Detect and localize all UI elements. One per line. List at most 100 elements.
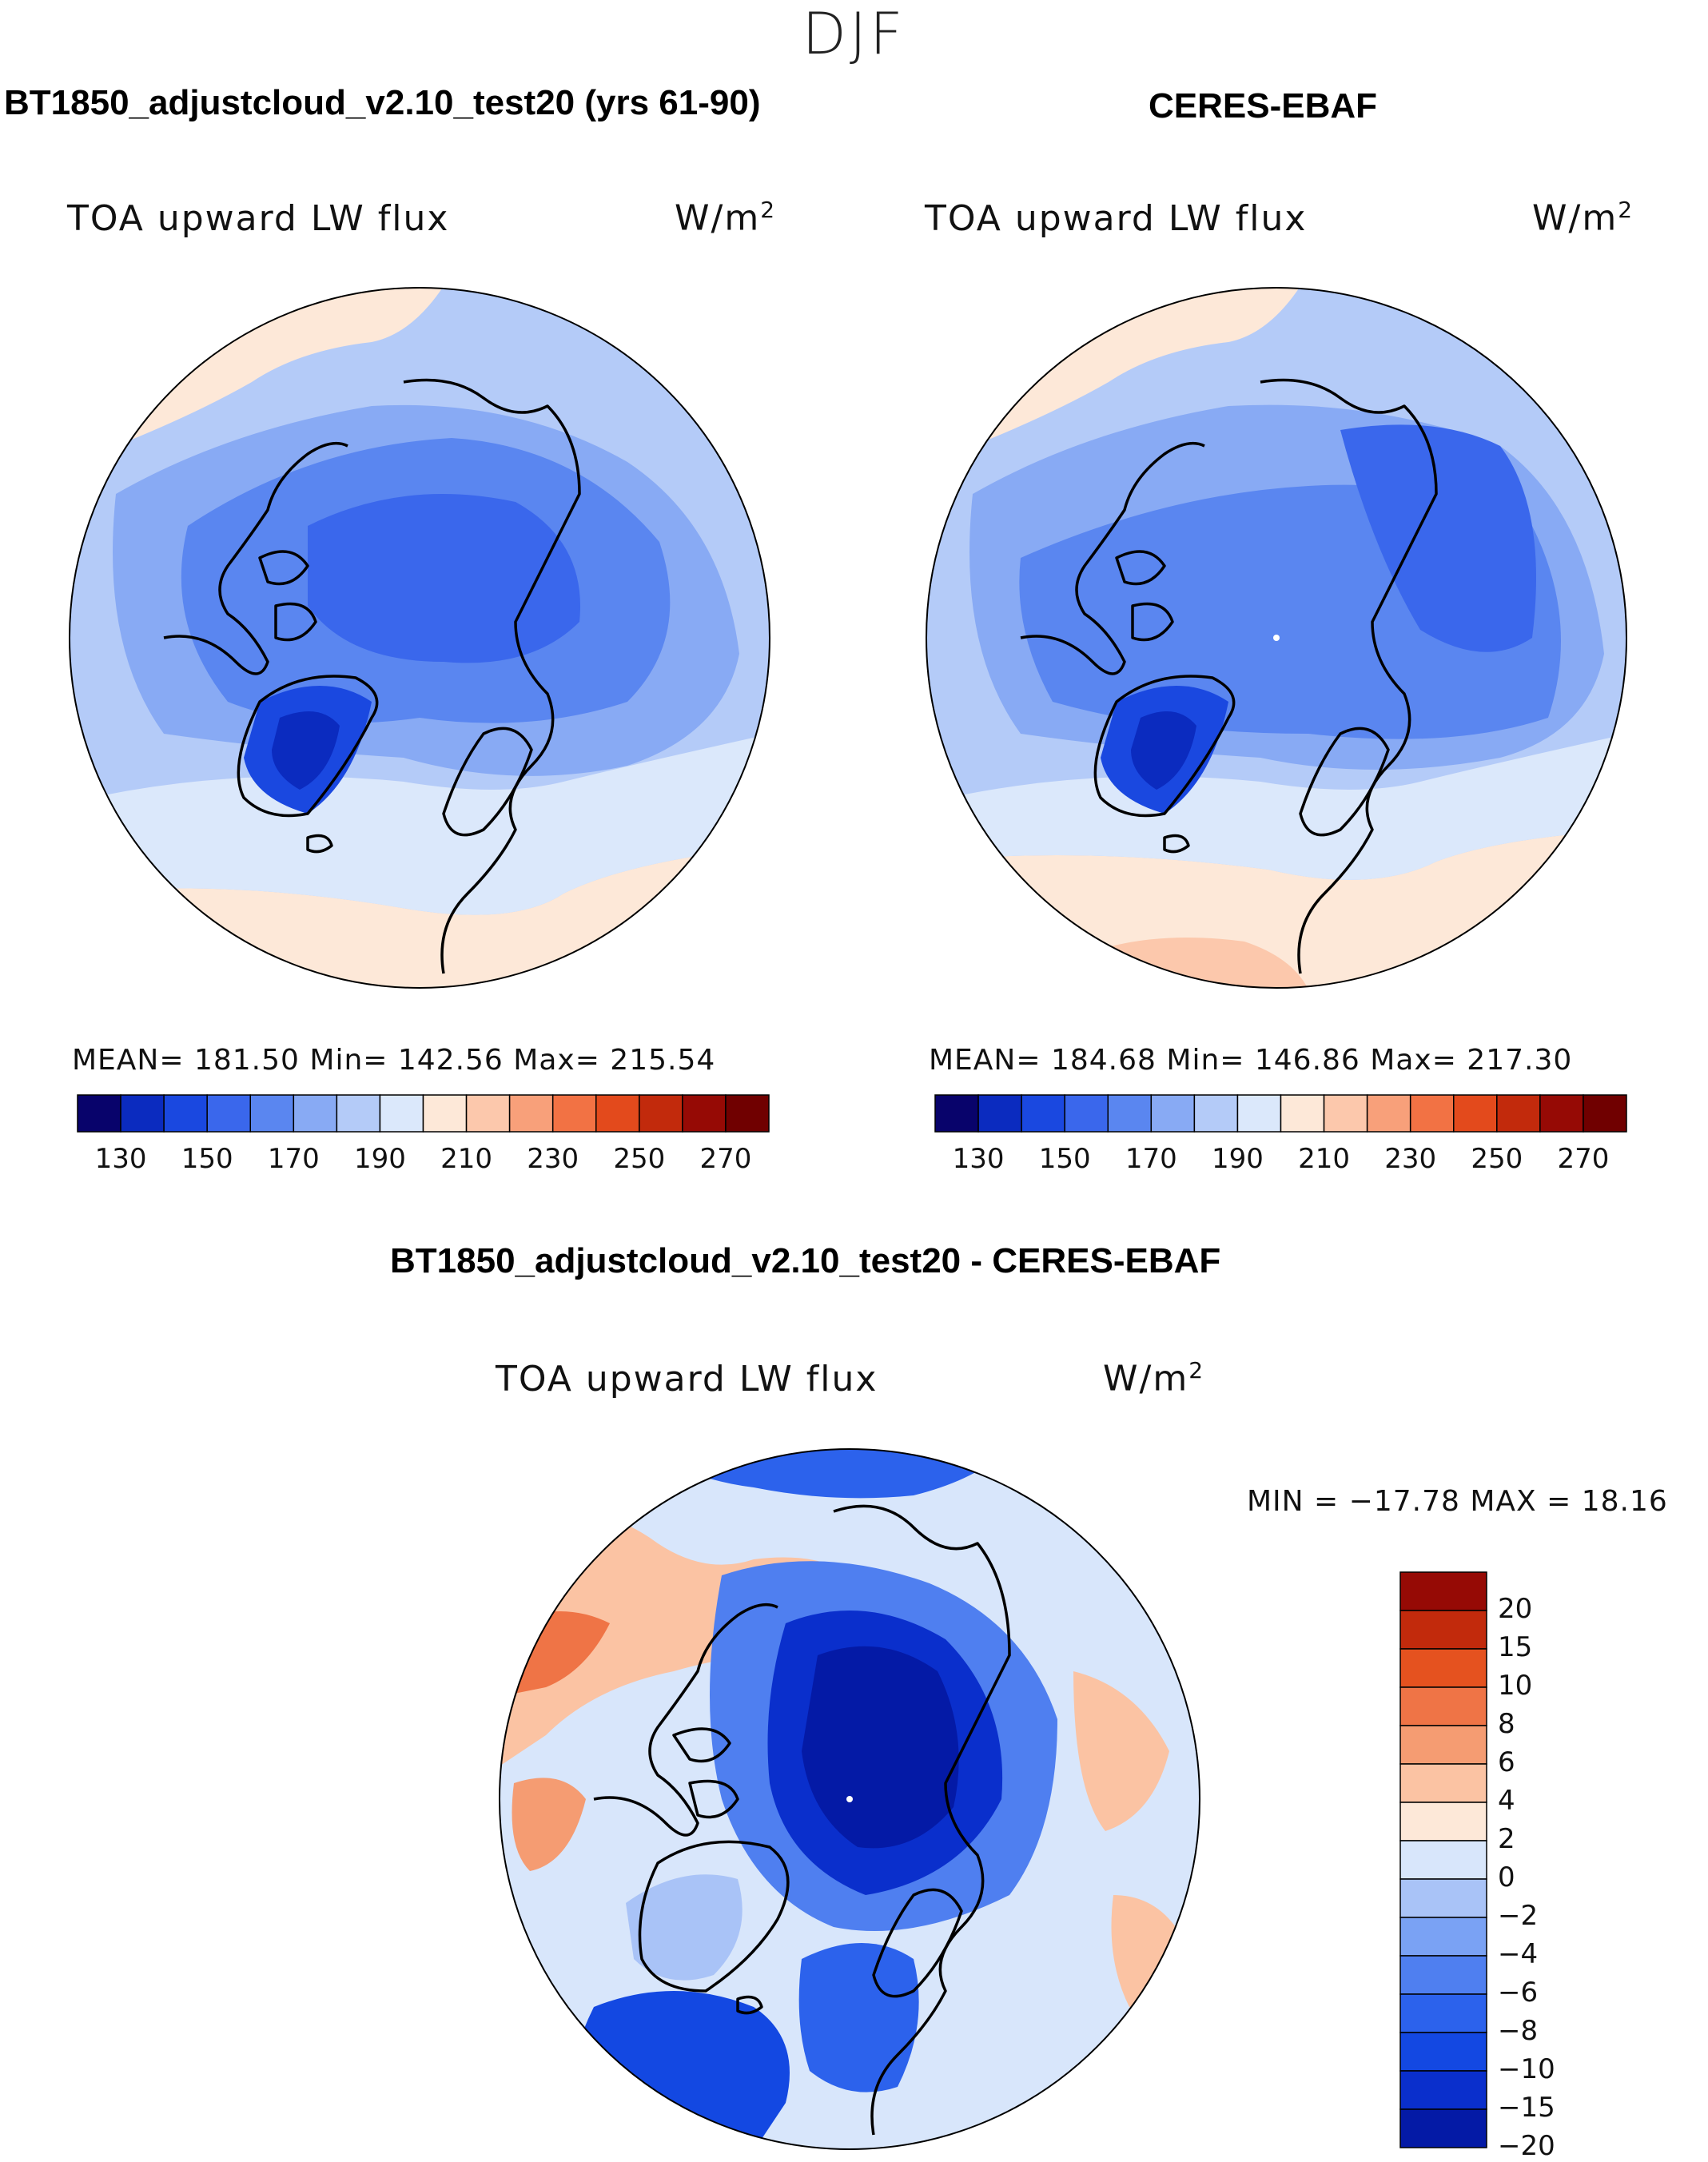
colorbar-box [1399,1763,1487,1803]
panel1-coast-eurasia [403,378,581,974]
panel2-field-light-north-atlantic [926,734,1626,880]
panel2-coast-archipelago [1115,550,1174,642]
colorbar-box [1399,1802,1487,1841]
panel3-pole-marker [846,1796,853,1802]
panel2-units: W/m2 [1532,197,1634,239]
colorbar-tick-label: 20 [1498,1593,1533,1625]
panel1-coast-archipelago [258,550,317,642]
colorbar-box [1399,1993,1487,2033]
panel1-field-light-north-atlantic [70,734,770,915]
colorbar-tick-label: 10 [1498,1670,1533,1702]
colorbar-tick-label: −2 [1498,1900,1539,1932]
panel1-colorbar [77,1094,770,1133]
panel2-coast-iceland [1163,834,1190,854]
colorbar-box [379,1094,424,1133]
panel3-field-warm-alaska [512,1778,586,1871]
panel3-field-arctic-core [802,1646,959,1849]
panel2-pole-marker [1273,635,1280,641]
colorbar-box [1366,1094,1411,1133]
colorbar-box [163,1094,208,1133]
colorbar-tick-label: 230 [1384,1143,1437,1175]
panel1-title: BT1850_adjustcloud_v2.10_test20 (yrs 61-… [4,83,761,122]
colorbar-tick-label: 130 [952,1143,1005,1175]
panel3-units: W/m2 [1103,1357,1205,1400]
colorbar-box [725,1094,770,1133]
colorbar-box [120,1094,165,1133]
panel3-stats: MIN = −17.78 MAX = 18.16 [1247,1485,1668,1518]
colorbar-tick-label: 4 [1498,1785,1515,1817]
colorbar-box [508,1094,554,1133]
colorbar-tick-label: −15 [1498,2092,1555,2124]
colorbar-box [1399,1686,1487,1726]
colorbar-tick-label: −6 [1498,1977,1539,2009]
colorbar-tick-label: 150 [181,1143,233,1175]
panel2-colorbar [934,1094,1627,1133]
colorbar-box [1399,1571,1487,1611]
panel3-coast-north-america [593,1603,778,1837]
colorbar-tick-label: 230 [527,1143,579,1175]
colorbar-tick-label: 170 [1125,1143,1177,1175]
colorbar-box [1399,1878,1487,1918]
colorbar-box [293,1094,338,1133]
colorbar-tick-label: −10 [1498,2053,1555,2085]
colorbar-box [1399,1610,1487,1650]
panel2-polar-map [926,287,1627,989]
panel1-coast-scandinavia [442,727,533,837]
panel2-coast-eurasia [1260,378,1438,974]
colorbar-box [1399,1840,1487,1880]
panel2-map-border [926,287,1627,989]
panel3-field-warm-east [1073,1671,1169,1831]
panel2-stats: MEAN= 184.68 Min= 146.86 Max= 217.30 [929,1044,1573,1077]
panel1-field-greenland-core [272,711,340,790]
panel3-variable-label: TOA upward LW flux [496,1359,878,1400]
colorbar-box [77,1094,121,1133]
colorbar-box [465,1094,511,1133]
colorbar-box [1399,1648,1487,1688]
colorbar-tick-label: 210 [1298,1143,1351,1175]
panel3-coast-scandinavia [872,1888,963,1998]
colorbar-box [249,1094,295,1133]
panel1-coast-north-america [163,441,348,675]
colorbar-tick-label: −4 [1498,1938,1539,1970]
colorbar-box [1399,2108,1487,2148]
panel3-field-cool-atlantic [562,1991,790,2149]
panel1-coast-greenland [237,675,379,818]
panel1-units: W/m2 [675,197,777,239]
colorbar-tick-label: 270 [699,1143,752,1175]
colorbar-tick-label: 130 [94,1143,147,1175]
panel1-variable-label: TOA upward LW flux [67,198,450,239]
colorbar-tick-label: 270 [1557,1143,1610,1175]
colorbar-tick-label: 150 [1038,1143,1091,1175]
panel3-coast-archipelago [672,1727,739,1819]
season-title: DJF [802,0,906,67]
colorbar-box [1021,1094,1065,1133]
colorbar-box [1107,1094,1153,1133]
panel3-title: BT1850_adjustcloud_v2.10_test20 - CERES-… [390,1241,1221,1280]
colorbar-box [977,1094,1022,1133]
colorbar-tick-label: 190 [353,1143,406,1175]
panel1-stats: MEAN= 181.50 Min= 142.56 Max= 215.54 [72,1044,716,1077]
panel2-field-greenland-core [1131,711,1196,790]
panel1-map-border [69,287,770,989]
colorbar-box [422,1094,468,1133]
panel2-title: CERES-EBAF [1149,86,1378,125]
colorbar-box [639,1094,683,1133]
panel3-coast-greenland [638,1840,790,1993]
panel2-coast-scandinavia [1299,727,1390,837]
panel2-field-siberia-low [1340,424,1536,652]
colorbar-box [336,1094,381,1133]
colorbar-box [1193,1094,1239,1133]
panel2-variable-label: TOA upward LW flux [925,198,1308,239]
panel3-coast-eurasia [833,1504,1011,2136]
colorbar-box [1150,1094,1196,1133]
colorbar-box [551,1094,597,1133]
colorbar-box [1323,1094,1368,1133]
panel3-coast-iceland [736,1995,763,2015]
colorbar-tick-label: −20 [1498,2130,1555,2162]
colorbar-box [1399,1917,1487,1957]
colorbar-box [1583,1094,1627,1133]
colorbar-box [1399,2070,1487,2110]
colorbar-box [1280,1094,1325,1133]
colorbar-tick-label: 250 [613,1143,666,1175]
colorbar-tick-label: 170 [267,1143,320,1175]
